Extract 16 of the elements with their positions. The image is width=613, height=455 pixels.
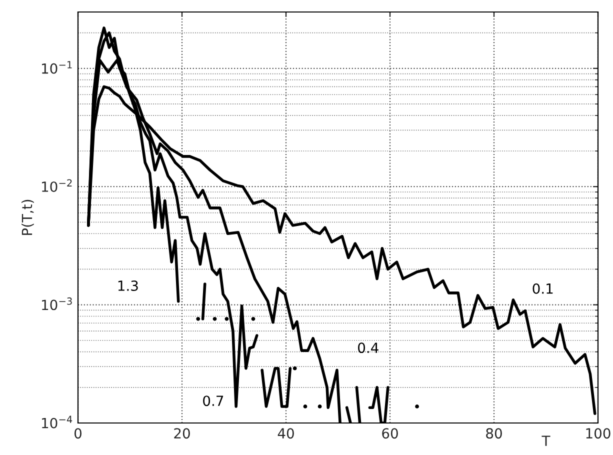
x-tick-label: 100 [586, 428, 610, 439]
x-tick-label: 0 [74, 428, 82, 439]
x-axis-title: T [542, 436, 550, 446]
y-tick-label: 10$^{−1}$ [42, 61, 72, 74]
x-tick-label: 60 [382, 428, 398, 439]
series-label: 0.7 [203, 396, 224, 406]
y-tick-label: 10$^{−4}$ [42, 416, 72, 428]
x-tick-label: 80 [486, 428, 502, 439]
y-tick-label: 10$^{−2}$ [42, 179, 72, 192]
text: 1.3 [118, 280, 138, 291]
y-tick-label: 10$^{−3}$ [42, 297, 72, 310]
x-tick-label: 20 [174, 428, 190, 439]
x-tick-label: 40 [278, 428, 294, 439]
series-label: 0.1 [532, 283, 553, 294]
series-label: 0.4 [358, 342, 378, 354]
y-axis-title: P(T,t) [22, 200, 34, 235]
